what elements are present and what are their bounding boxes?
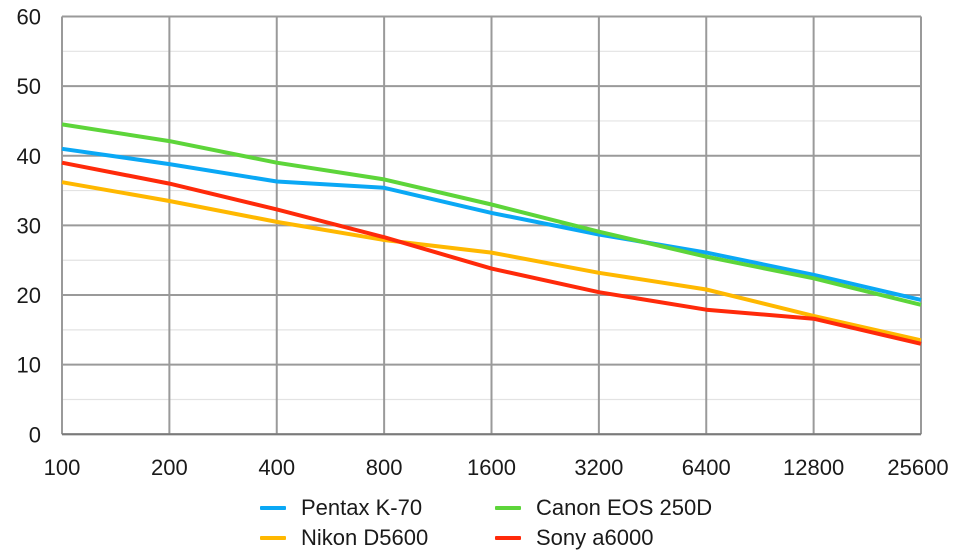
legend-item-sony-a6000: Sony a6000 xyxy=(495,524,653,552)
x-tick-label: 12800 xyxy=(783,455,844,480)
series-line-sony-a6000 xyxy=(61,160,922,346)
legend-swatch-canon-eos-250d xyxy=(495,506,521,510)
y-axis-tick-labels: 0 10 20 30 40 50 60 xyxy=(17,5,41,448)
legend-item-canon-eos-250d: Canon EOS 250D xyxy=(495,494,712,522)
y-tick-label: 50 xyxy=(17,74,41,99)
legend-item-pentax-k70: Pentax K-70 xyxy=(260,494,422,522)
x-tick-label: 200 xyxy=(151,455,188,480)
x-tick-label: 25600 xyxy=(887,455,948,480)
x-tick-label: 1600 xyxy=(467,455,516,480)
x-tick-label: 800 xyxy=(366,455,403,480)
series-line-nikon-d5600 xyxy=(61,180,922,343)
y-tick-label: 30 xyxy=(17,213,41,238)
legend-swatch-sony-a6000 xyxy=(495,536,521,540)
y-tick-label: 0 xyxy=(29,422,41,447)
y-tick-label: 20 xyxy=(17,283,41,308)
legend-label-nikon-d5600: Nikon D5600 xyxy=(301,525,429,550)
y-tick-label: 60 xyxy=(17,5,41,30)
legend-item-nikon-d5600: Nikon D5600 xyxy=(260,524,428,552)
legend-label-pentax-k70: Pentax K-70 xyxy=(301,495,423,520)
x-axis-tick-labels: 100 200 400 800 1600 3200 6400 12800 25600 xyxy=(44,455,949,480)
series-line-canon-eos-250d xyxy=(61,122,922,307)
y-tick-label: 40 xyxy=(17,144,41,169)
major-gridlines xyxy=(61,15,922,436)
x-tick-label: 6400 xyxy=(682,455,731,480)
legend-label-sony-a6000: Sony a6000 xyxy=(536,525,654,550)
y-tick-label: 10 xyxy=(17,353,41,378)
x-tick-label: 400 xyxy=(258,455,295,480)
legend-swatch-pentax-k70 xyxy=(260,506,286,510)
x-tick-label: 100 xyxy=(44,455,81,480)
legend-swatch-nikon-d5600 xyxy=(260,536,286,540)
legend: Pentax K-70 Canon EOS 250D Nikon D5600 S… xyxy=(260,492,740,550)
x-tick-label: 3200 xyxy=(574,455,623,480)
series-lines xyxy=(61,122,922,346)
series-line-pentax-k-70 xyxy=(61,146,922,302)
legend-label-canon-eos-250d: Canon EOS 250D xyxy=(536,495,713,520)
